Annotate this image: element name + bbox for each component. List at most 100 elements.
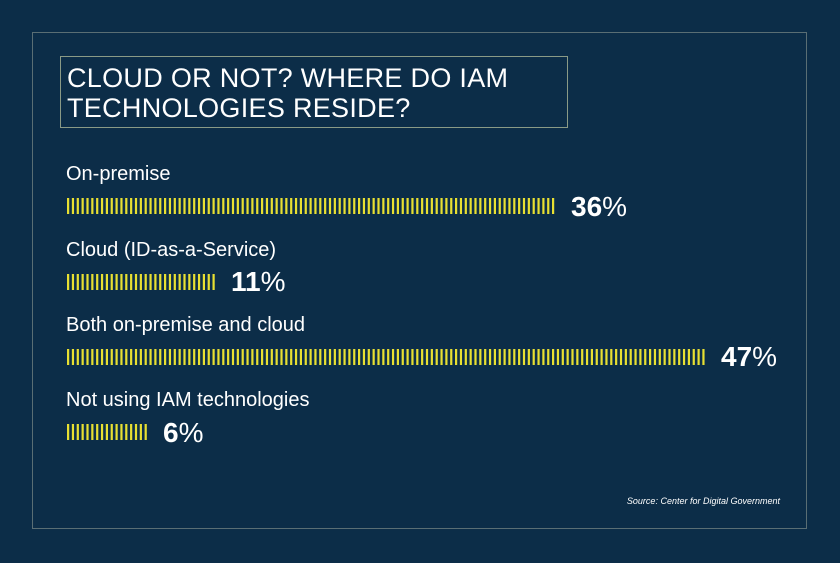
bar-tick: [401, 198, 404, 214]
bar-tick: [212, 198, 215, 214]
bar-tick: [149, 198, 152, 214]
bar-tick: [372, 198, 375, 214]
bar-on-premise: [67, 198, 557, 214]
bar-tick: [139, 349, 142, 365]
bar-tick: [120, 274, 123, 290]
bar-tick: [280, 198, 283, 214]
bar-tick: [464, 198, 467, 214]
bar-tick: [100, 424, 104, 440]
bar-tick: [314, 349, 317, 365]
value-number: 6: [163, 417, 179, 448]
bar-tick: [236, 198, 239, 214]
bar-tick: [391, 198, 395, 214]
bar-tick: [178, 198, 181, 214]
bar-tick: [227, 198, 230, 214]
bar-tick: [173, 198, 176, 214]
bar-tick: [687, 349, 690, 365]
bar-tick: [261, 349, 264, 365]
bar-tick: [566, 349, 569, 365]
bar-tick: [193, 274, 196, 290]
bar-tick: [387, 198, 390, 214]
bar-tick: [168, 198, 172, 214]
bar-tick: [144, 198, 147, 214]
bar-tick: [212, 274, 215, 290]
percent-sign: %: [260, 266, 286, 297]
bar-tick: [193, 198, 196, 214]
bar-tick: [387, 349, 390, 365]
bar-tick: [309, 349, 312, 365]
bar-tick: [498, 349, 501, 365]
bar-tick: [571, 349, 574, 365]
bar-tick: [105, 198, 108, 214]
bar-tick: [479, 198, 482, 214]
bar-tick: [508, 198, 511, 214]
bar-tick: [435, 198, 438, 214]
bar-tick: [314, 198, 317, 214]
bar-tick: [556, 349, 560, 365]
bar-tick: [440, 198, 443, 214]
bar-tick: [86, 349, 89, 365]
bar-tick: [353, 198, 356, 214]
bar-tick: [81, 424, 84, 440]
bar-ticks: [67, 198, 555, 214]
bar-tick: [328, 198, 332, 214]
bar-tick: [280, 349, 283, 365]
bar-tick: [338, 349, 341, 365]
bar-tick: [197, 274, 201, 290]
bar-not-using: [67, 424, 149, 440]
bar-tick: [149, 274, 152, 290]
bar-tick: [343, 349, 346, 365]
bar-tick: [67, 424, 70, 440]
bar-tick: [207, 274, 210, 290]
bar-tick: [585, 349, 589, 365]
bar-tick: [202, 198, 205, 214]
bar-tick: [139, 424, 142, 440]
bar-tick: [71, 274, 75, 290]
bar-tick: [256, 198, 259, 214]
bar-tick: [100, 198, 104, 214]
bar-tick: [610, 349, 613, 365]
bar-tick: [493, 198, 496, 214]
bar-tick: [105, 424, 108, 440]
bar-tick: [81, 198, 84, 214]
bar-tick: [261, 198, 264, 214]
bar-tick: [547, 349, 550, 365]
bar-tick: [634, 349, 637, 365]
chart-title-line-1: CLOUD OR NOT? WHERE DO IAM: [67, 63, 509, 93]
bar-tick: [348, 198, 351, 214]
bar-tick: [411, 349, 414, 365]
bar-tick: [100, 274, 104, 290]
bar-tick: [353, 349, 356, 365]
bar-tick: [406, 198, 409, 214]
bar-tick: [644, 349, 647, 365]
bar-tick: [294, 198, 298, 214]
bar-tick: [382, 198, 385, 214]
bar-tick: [96, 198, 99, 214]
bar-tick: [105, 274, 108, 290]
bar-tick: [484, 349, 487, 365]
bar-tick: [319, 349, 322, 365]
chart-frame: [32, 32, 807, 529]
bar-tick: [513, 349, 516, 365]
bar-tick: [324, 198, 327, 214]
bar-tick: [421, 198, 424, 214]
bar-tick: [469, 198, 472, 214]
bar-tick: [246, 198, 249, 214]
bar-tick: [110, 349, 113, 365]
bar-tick: [115, 349, 118, 365]
bar-tick: [222, 198, 225, 214]
bar-tick: [484, 198, 487, 214]
bar-tick: [71, 198, 75, 214]
bar-tick: [265, 198, 269, 214]
bar-tick: [130, 274, 133, 290]
bar-tick: [343, 198, 346, 214]
bar-tick: [134, 424, 138, 440]
bar-tick: [105, 349, 108, 365]
bar-tick: [241, 198, 244, 214]
bar-tick: [309, 198, 312, 214]
bar-tick: [188, 274, 191, 290]
bar-tick: [178, 349, 181, 365]
value-number: 47: [721, 341, 753, 372]
percent-sign: %: [602, 191, 628, 222]
category-label-not-using: Not using IAM technologies: [66, 389, 310, 411]
